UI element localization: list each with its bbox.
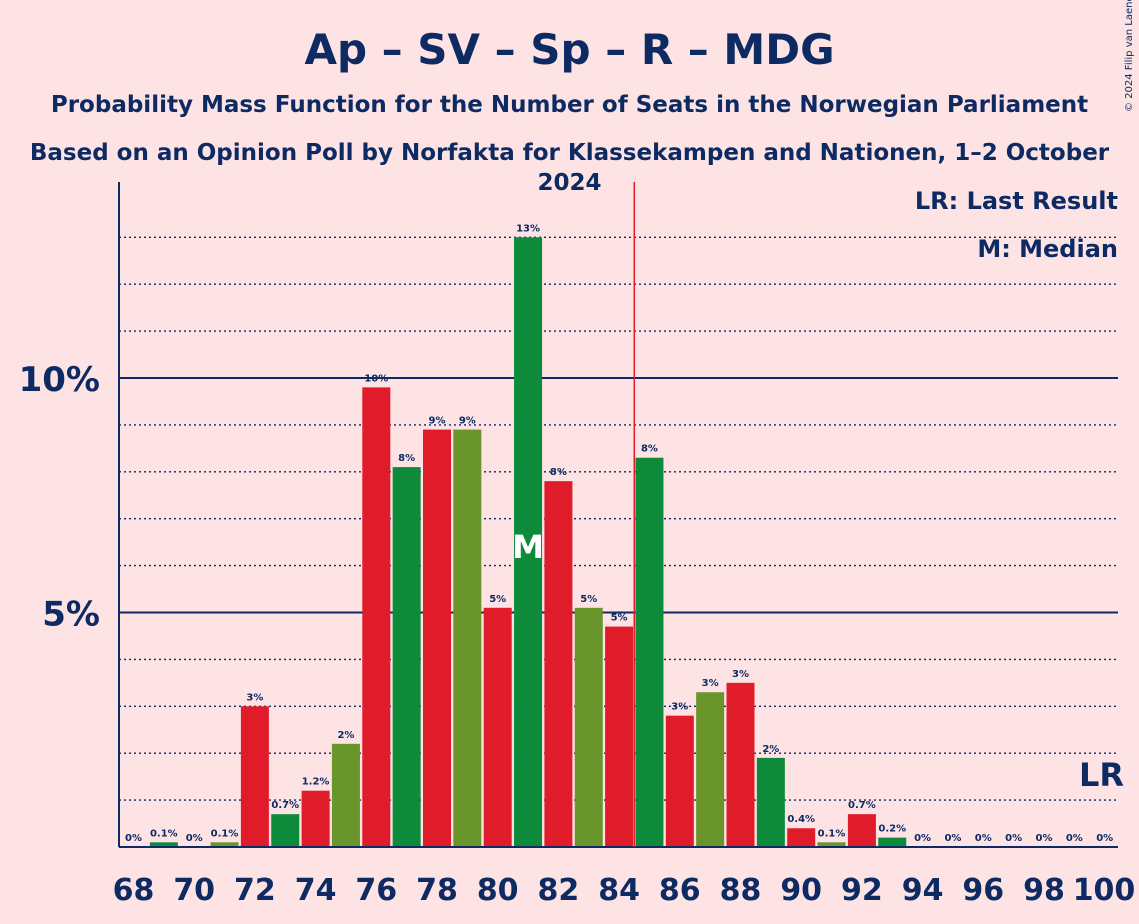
bar xyxy=(483,607,512,847)
bar-value-label: 0% xyxy=(1036,833,1053,844)
bar-value-label: 0% xyxy=(975,833,992,844)
bar xyxy=(635,457,664,847)
bar xyxy=(726,682,755,847)
bar xyxy=(878,837,907,847)
bar xyxy=(240,706,269,847)
bar-value-label: 0% xyxy=(1066,833,1083,844)
bar xyxy=(453,429,482,847)
x-tick-label: 76 xyxy=(355,873,397,908)
x-tick-label: 84 xyxy=(598,873,640,908)
bar-value-label: 9% xyxy=(429,416,446,427)
bar-value-label: 1.2% xyxy=(302,777,330,788)
bar xyxy=(544,481,573,847)
bar-value-label: 3% xyxy=(671,702,688,713)
bar xyxy=(605,626,634,847)
x-tick-label: 96 xyxy=(962,873,1004,908)
legend-last-result: LR: Last Result xyxy=(915,187,1118,215)
bar-value-label: 9% xyxy=(459,416,476,427)
x-tick-label: 78 xyxy=(416,873,458,908)
bar-value-label: 0% xyxy=(1005,833,1022,844)
chart-subtitle: Probability Mass Function for the Number… xyxy=(50,92,1089,118)
bar-value-label: 8% xyxy=(641,444,658,455)
y-tick-label: 5% xyxy=(42,595,100,635)
bar xyxy=(331,743,360,847)
bar-value-label: 0% xyxy=(1096,833,1113,844)
bar xyxy=(847,814,876,847)
bars xyxy=(149,237,907,848)
median-marker: M xyxy=(512,528,544,566)
bar-value-label: 5% xyxy=(611,613,628,624)
bar-value-label: 0.2% xyxy=(878,824,906,835)
bar xyxy=(787,828,816,847)
bar xyxy=(392,467,421,847)
bar xyxy=(271,814,300,847)
x-tick-label: 92 xyxy=(841,873,883,908)
y-axis-labels: 5% 10% xyxy=(19,360,100,635)
bar-value-label: 5% xyxy=(489,594,506,605)
x-tick-label: 74 xyxy=(295,873,337,908)
x-tick-label: 82 xyxy=(538,873,580,908)
bar xyxy=(817,842,846,847)
x-tick-label: 86 xyxy=(659,873,701,908)
chart-title: Ap – SV – Sp – R – MDG xyxy=(304,25,835,74)
bar-value-label: 0.7% xyxy=(848,800,876,811)
bar-value-label: 0% xyxy=(186,833,203,844)
bar-value-label: 8% xyxy=(398,453,415,464)
y-tick-label: 10% xyxy=(19,360,100,400)
bar-value-label: 10% xyxy=(364,373,388,384)
bar-value-label: 0.7% xyxy=(271,800,299,811)
bar-value-label: 0.1% xyxy=(211,828,239,839)
bar xyxy=(696,692,725,847)
x-tick-label: 70 xyxy=(173,873,215,908)
x-tick-label: 80 xyxy=(477,873,519,908)
x-tick-label: 88 xyxy=(720,873,762,908)
bar-value-label: 0.4% xyxy=(787,814,815,825)
bar-value-label: 0.1% xyxy=(818,828,846,839)
bar-value-label: 3% xyxy=(702,678,719,689)
bar xyxy=(362,387,391,847)
bar-value-label: 3% xyxy=(246,692,263,703)
x-tick-label: 68 xyxy=(113,873,155,908)
bar xyxy=(149,842,178,847)
bar-value-label: 3% xyxy=(732,669,749,680)
x-tick-label: 90 xyxy=(780,873,822,908)
bar xyxy=(756,757,785,847)
x-tick-label: 72 xyxy=(234,873,276,908)
bar-value-label: 0% xyxy=(125,833,142,844)
bar xyxy=(574,607,603,847)
bar-value-label: 13% xyxy=(516,223,540,234)
bar xyxy=(665,715,694,847)
legend-median: M: Median xyxy=(977,235,1118,263)
grid-lines xyxy=(119,236,1118,801)
x-tick-label: 94 xyxy=(902,873,944,908)
bar-value-label: 8% xyxy=(550,467,567,478)
bar-value-labels: 0% 0.1% 0% 0.1% 3% 0.7% 1.2% 2% 10% 8% 9% 9% 5% 13% 8%… xyxy=(125,223,1113,844)
x-tick-label: 100 xyxy=(1073,873,1136,908)
bar-value-label: 2% xyxy=(762,744,779,755)
bar xyxy=(423,429,451,847)
bar xyxy=(301,790,330,847)
last-result-marker: LR xyxy=(1079,756,1124,794)
bar-value-label: 5% xyxy=(580,594,597,605)
bar-value-label: 0% xyxy=(914,833,931,844)
bar-value-label: 0% xyxy=(944,833,961,844)
bar xyxy=(514,237,543,848)
x-axis-labels: 68 70 72 74 76 78 80 82 84 86 88 90 92 94 96 98 100 xyxy=(113,873,1136,908)
bar-value-label: 2% xyxy=(337,730,354,741)
x-tick-label: 98 xyxy=(1023,873,1065,908)
chart-source-line: Based on an Opinion Poll by Norfakta for… xyxy=(29,140,1110,196)
bar-value-label: 0.1% xyxy=(150,828,178,839)
bar xyxy=(210,842,239,847)
